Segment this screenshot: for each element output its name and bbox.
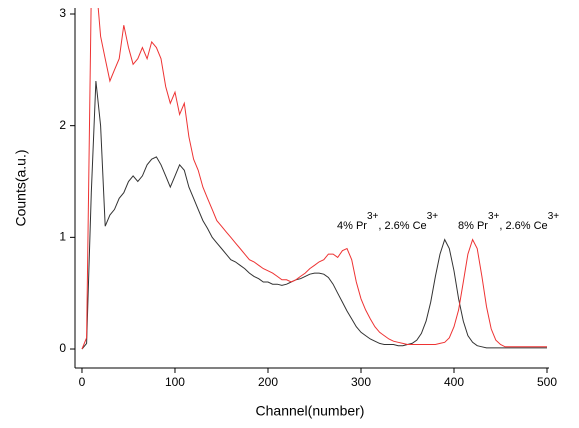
annotation-superscript: 3+	[548, 211, 560, 222]
x-tick-label: 200	[258, 375, 278, 389]
x-tick-label: 400	[444, 375, 464, 389]
x-tick-label: 0	[79, 375, 86, 389]
annotation-superscript: 3+	[427, 211, 439, 222]
annotation-text: , 2.6% Ce	[499, 220, 547, 232]
y-axis-label: Counts(a.u.)	[13, 149, 29, 226]
x-tick-label: 500	[537, 375, 557, 389]
x-axis-label: Channel(number)	[256, 403, 365, 419]
annotation-text: , 2.6% Ce	[378, 220, 426, 232]
annotation-text: 4% Pr	[337, 220, 367, 232]
plot-area	[81, 8, 547, 350]
y-tick-label: 1	[59, 230, 66, 244]
annotation-superscript: 3+	[488, 211, 500, 222]
series-line	[81, 80, 547, 350]
y-tick-label: 3	[59, 6, 66, 20]
series-line	[81, 8, 547, 350]
x-tick-label: 300	[351, 375, 371, 389]
x-tick-label: 100	[165, 375, 185, 389]
annotation: 4% Pr3+, 2.6% Ce3+	[337, 211, 438, 232]
annotation-text: 8% Pr	[458, 220, 488, 232]
y-tick-label: 2	[59, 118, 66, 132]
annotation: 8% Pr3+, 2.6% Ce3+	[458, 211, 559, 232]
annotation-superscript: 3+	[367, 211, 379, 222]
y-tick-label: 0	[59, 341, 66, 355]
